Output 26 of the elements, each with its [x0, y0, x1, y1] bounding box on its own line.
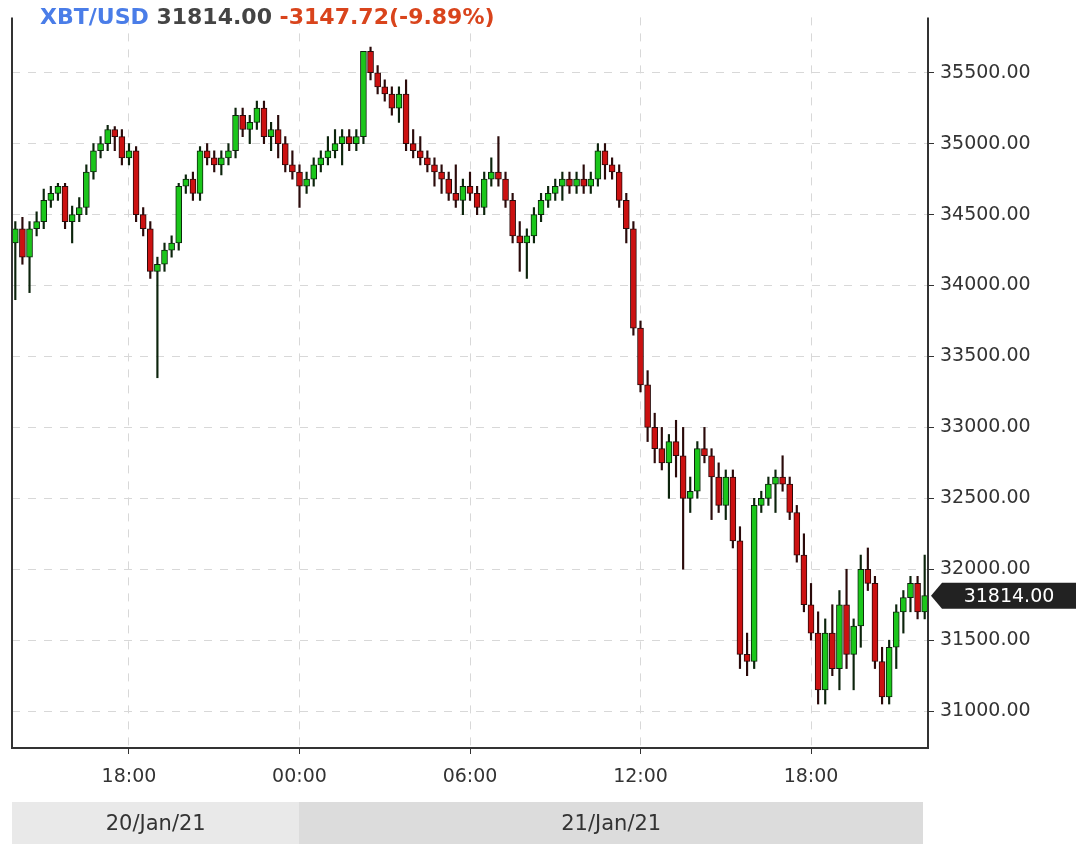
y-tick-label: 31000.00 — [940, 698, 1031, 721]
x-tick-label: 00:00 — [272, 764, 327, 787]
candlestick — [431, 157, 438, 187]
y-tick-label: 34500.00 — [940, 201, 1031, 224]
y-tick-label: 31500.00 — [940, 627, 1031, 650]
x-tick-label: 12:00 — [613, 764, 668, 787]
y-tick-label: 35000.00 — [940, 130, 1031, 153]
text: 20/Jan/21 — [12, 802, 300, 844]
candlestick — [701, 427, 708, 464]
y-tick-label: 33000.00 — [940, 414, 1031, 437]
chart-subtitle: 31814.00 — [156, 4, 272, 29]
annotation: -3147.72(-9.89%) — [279, 4, 495, 29]
y-tick-label: 34000.00 — [940, 272, 1031, 295]
y-tick-label: 32000.00 — [940, 556, 1031, 579]
chart-title: XBT/USD — [40, 4, 149, 29]
candlestick — [296, 164, 303, 208]
x-tick-label: 18:00 — [783, 764, 839, 787]
text: 31814.00 — [963, 583, 1055, 606]
y-tick-label: 32500.00 — [940, 485, 1031, 508]
text: 21/Jan/21 — [299, 802, 923, 844]
x-tick-label: 06:00 — [442, 764, 498, 787]
candlestick — [772, 469, 779, 513]
y-tick-label: 33500.00 — [940, 343, 1031, 366]
x-tick-label: 18:00 — [101, 764, 157, 787]
candlestick — [708, 448, 715, 520]
y-tick-label: 35500.00 — [940, 59, 1031, 82]
